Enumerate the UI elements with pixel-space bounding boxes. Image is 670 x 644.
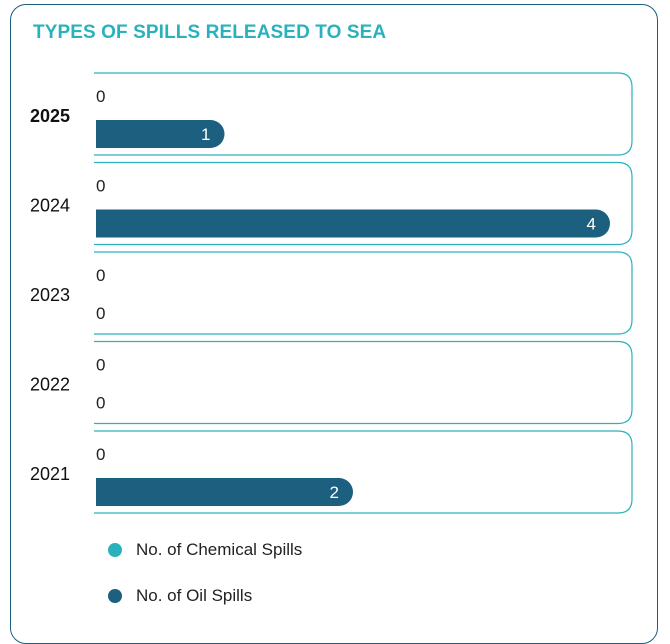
row-2023-panel — [94, 251, 633, 335]
value-label-chemical-2023: 0 — [96, 266, 105, 285]
value-label-chemical-2021: 0 — [96, 445, 105, 464]
chart-title: TYPES OF SPILLS RELEASED TO SEA — [33, 22, 387, 43]
row-2022-panel — [94, 340, 633, 425]
legend-swatch-chemical — [108, 543, 122, 557]
value-label-oil-2021: 2 — [330, 483, 339, 502]
row-2025-panel — [94, 72, 633, 156]
bar-oil-2025 — [96, 120, 225, 148]
bar-oil-2021 — [96, 478, 353, 506]
row-2021-panel — [94, 430, 633, 514]
category-label-2025: 2025 — [30, 106, 70, 126]
legend-label-oil: No. of Oil Spills — [136, 586, 253, 605]
category-label-2021: 2021 — [30, 464, 70, 484]
value-label-chemical-2022: 0 — [96, 356, 105, 375]
legend-label-chemical: No. of Chemical Spills — [136, 540, 303, 559]
category-label-2022: 2022 — [30, 375, 70, 395]
value-label-oil-2022: 0 — [96, 394, 105, 413]
value-label-oil-2023: 0 — [96, 304, 105, 323]
value-label-chemical-2025: 0 — [96, 87, 105, 106]
legend-item-oil: No. of Oil Spills — [108, 585, 302, 607]
spills-chart: 2025 0 1 2024 0 4 2023 0 0 2022 0 0 2021 0 2 — [30, 72, 633, 514]
legend-swatch-oil — [108, 589, 122, 603]
category-label-2024: 2024 — [30, 196, 70, 216]
value-label-oil-2025: 1 — [201, 125, 210, 144]
bar-oil-2024 — [96, 209, 610, 238]
legend-item-chemical: No. of Chemical Spills — [108, 539, 302, 561]
value-label-oil-2024: 4 — [587, 215, 596, 234]
row-2024-panel — [94, 161, 633, 246]
category-label-2023: 2023 — [30, 285, 70, 305]
value-label-chemical-2024: 0 — [96, 177, 105, 196]
legend: No. of Chemical Spills No. of Oil Spills — [108, 539, 302, 631]
